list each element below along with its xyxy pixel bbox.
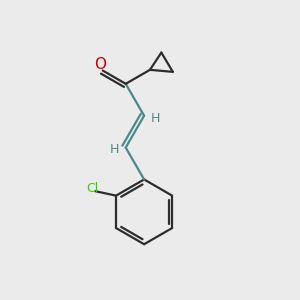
Text: Cl: Cl — [86, 182, 99, 195]
Text: O: O — [94, 57, 106, 72]
Text: H: H — [151, 112, 160, 124]
Text: H: H — [110, 143, 119, 156]
